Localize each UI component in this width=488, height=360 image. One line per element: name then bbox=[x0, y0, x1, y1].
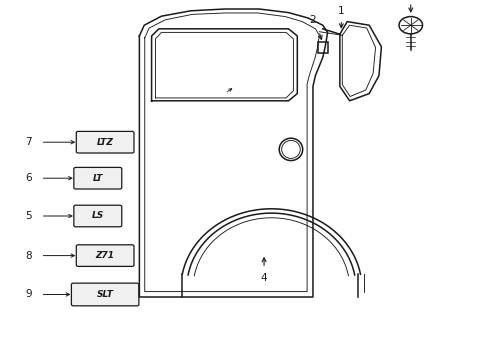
FancyBboxPatch shape bbox=[76, 131, 134, 153]
Text: 8: 8 bbox=[25, 251, 32, 261]
Text: 6: 6 bbox=[25, 173, 32, 183]
FancyBboxPatch shape bbox=[76, 245, 134, 266]
FancyBboxPatch shape bbox=[71, 283, 139, 306]
Text: 5: 5 bbox=[25, 211, 32, 221]
Text: 7: 7 bbox=[25, 137, 32, 147]
Text: 2: 2 bbox=[309, 15, 316, 25]
Text: 4: 4 bbox=[260, 273, 267, 283]
FancyBboxPatch shape bbox=[74, 205, 122, 227]
Text: LTZ: LTZ bbox=[97, 138, 113, 147]
Text: 1: 1 bbox=[337, 6, 344, 16]
Text: Z71: Z71 bbox=[96, 251, 114, 260]
Text: LS: LS bbox=[91, 211, 104, 220]
Text: LT: LT bbox=[92, 174, 103, 183]
Bar bbox=[317, 42, 327, 53]
Text: SLT: SLT bbox=[97, 290, 113, 299]
Text: 9: 9 bbox=[25, 289, 32, 300]
FancyBboxPatch shape bbox=[74, 167, 122, 189]
